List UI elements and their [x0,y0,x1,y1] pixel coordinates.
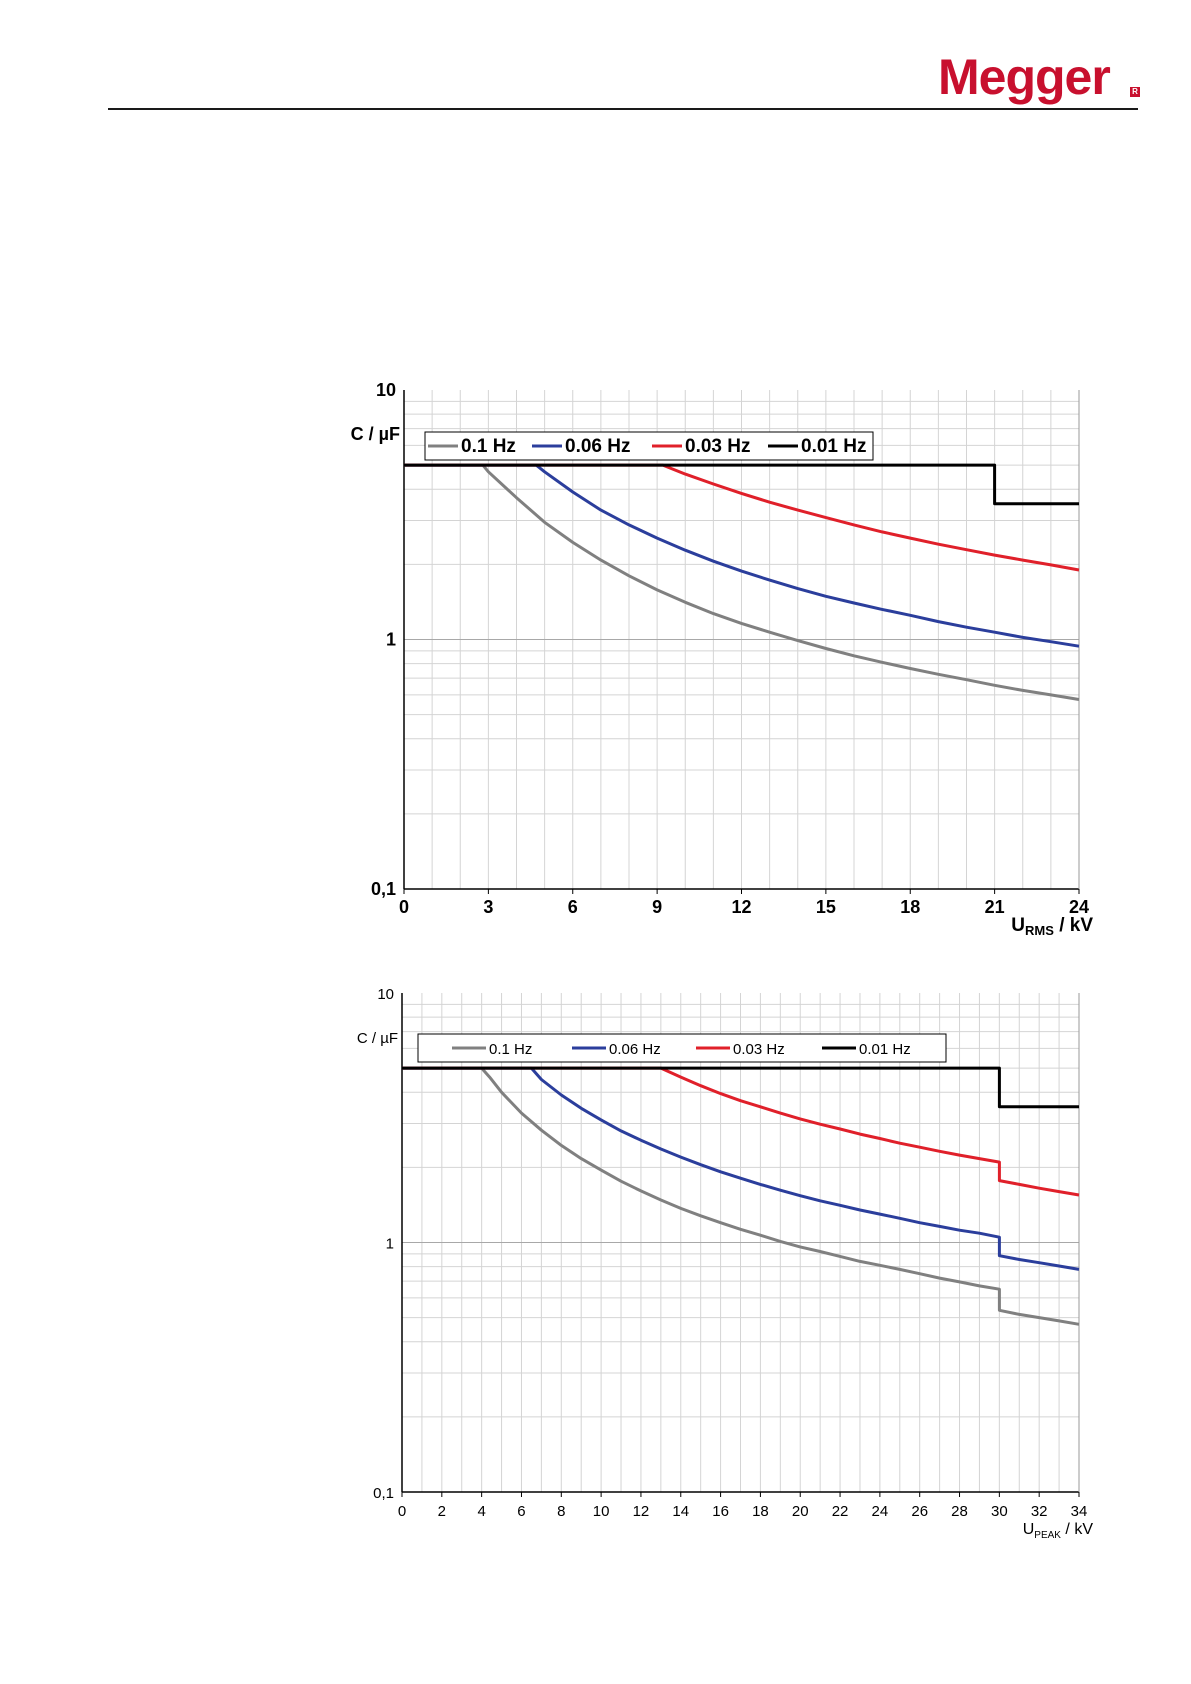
legend: 0.1 Hz 0.06 Hz 0.03 Hz 0.01 Hz [424,431,874,461]
registered-mark-text: R [1132,87,1138,96]
x-axis-label-main: U [1023,1521,1035,1538]
x-tick-label: 21 [985,897,1005,917]
x-tick-label: 10 [593,1503,610,1520]
x-tick-label: 15 [816,897,836,917]
series-line-0.1-Hz [404,463,1080,701]
x-tick-label: 0 [399,897,409,917]
x-tick-label: 8 [557,1503,565,1520]
legend-label: 0.01 Hz [859,1041,911,1058]
registered-mark: R [1130,87,1140,97]
x-tick-label: 18 [900,897,920,917]
legend-box [424,431,874,461]
x-tick-label: 32 [1031,1503,1048,1520]
y-tick-label: 1 [386,1236,394,1253]
x-axis-label: UPEAK / kV [1023,1521,1094,1541]
x-tick-label: 14 [672,1503,689,1520]
series-line-0.03-Hz [402,1066,1080,1197]
x-tick-label: 12 [633,1503,650,1520]
legend: 0.1 Hz 0.06 Hz 0.03 Hz 0.01 Hz [417,1033,947,1063]
legend-label: 0.06 Hz [609,1041,661,1058]
series-line-0.06-Hz [404,463,1080,648]
y-axis-label: C / µF [351,424,400,444]
series-line-0.01-Hz [404,463,1079,506]
x-axis-label-sub: PEAK [1034,1530,1061,1541]
legend-label: 0.1 Hz [461,436,516,457]
x-tick-label: 12 [731,897,751,917]
x-tick-label: 22 [832,1503,849,1520]
y-tick-label: 10 [377,986,394,1003]
x-tick-label: 4 [477,1503,485,1520]
x-tick-label: 20 [792,1503,809,1520]
legend-label: 0.06 Hz [565,436,630,457]
legend-label: 0.03 Hz [685,436,750,457]
x-tick-label: 0 [398,1503,406,1520]
header-rule [108,108,1138,110]
y-tick-label: 1 [386,630,396,650]
legend-label: 0.01 Hz [801,436,866,457]
x-tick-label: 16 [712,1503,729,1520]
x-tick-label: 6 [568,897,578,917]
x-axis-label: URMS / kV [1011,915,1093,938]
x-tick-label: 26 [911,1503,928,1520]
y-tick-label: 0,1 [371,879,396,899]
x-tick-label: 6 [517,1503,525,1520]
legend-label: 0.1 Hz [489,1041,532,1058]
megger-logo: Megger [938,49,1111,105]
y-axis-label: C / µF [357,1030,398,1047]
x-tick-label: 24 [1069,897,1089,917]
series-line-0.03-Hz [404,463,1080,572]
series-line-0.01-Hz [402,1066,1079,1109]
x-tick-label: 3 [483,897,493,917]
x-tick-label: 2 [438,1503,446,1520]
x-axis-label-unit: / kV [1061,1521,1093,1538]
x-tick-label: 30 [991,1503,1008,1520]
x-axis-label-sub: RMS [1025,923,1054,938]
chart-1: 0 3 6 9 12 15 18 21 24 10 1 0,1 C / µF URMS / kV 0.1 H… [351,380,1094,938]
x-tick-label: 18 [752,1503,769,1520]
x-tick-label: 24 [872,1503,889,1520]
x-tick-label: 28 [951,1503,968,1520]
megger-logo-text: Megger [938,49,1111,105]
x-tick-label: 9 [652,897,662,917]
x-tick-label: 34 [1071,1503,1088,1520]
series-line-0.06-Hz [402,1066,1080,1271]
y-tick-label: 0,1 [373,1485,394,1502]
y-tick-label: 10 [376,380,396,400]
legend-label: 0.03 Hz [733,1041,785,1058]
series-line-0.1-Hz [402,1066,1080,1326]
x-axis-label-unit: / kV [1054,915,1093,936]
x-axis-label-main: U [1011,915,1025,936]
legend-box [417,1033,947,1063]
